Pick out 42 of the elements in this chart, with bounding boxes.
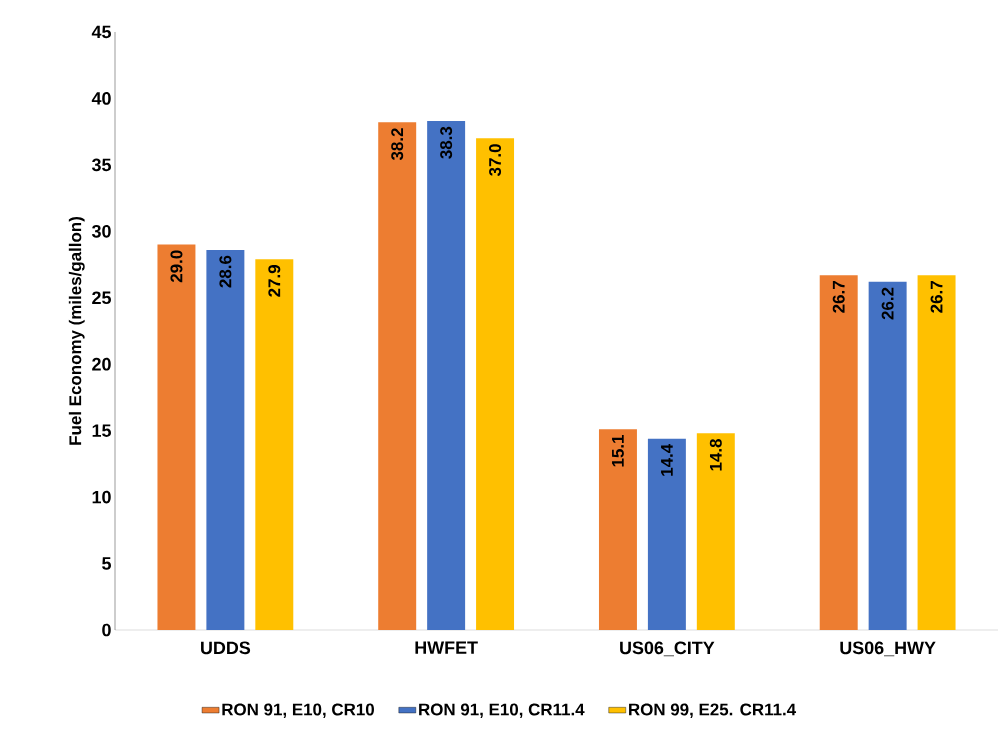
bar	[206, 249, 245, 630]
bar	[647, 438, 686, 630]
data-label: 26.2	[881, 287, 894, 320]
y-tick-label: 5	[102, 557, 111, 570]
x-tick-label: US06_CITY	[620, 641, 715, 657]
bar	[868, 281, 907, 630]
data-label: 14.4	[661, 443, 673, 476]
bar	[476, 138, 515, 630]
data-label: 38.3	[440, 126, 453, 159]
legend-label: RON 91, E10, CR11.4	[419, 703, 585, 718]
data-label: 38.2	[391, 128, 404, 161]
data-label: 15.1	[612, 434, 624, 467]
x-tick-label: UDDS	[201, 641, 251, 655]
x-tick-label: HWFET	[415, 641, 478, 654]
data-label: 29.0	[170, 250, 183, 283]
x-tick-label: US06_HWY	[840, 641, 936, 657]
y-tick-label: 45	[91, 25, 111, 39]
bar	[819, 275, 858, 630]
bar	[696, 433, 735, 630]
data-label: 26.7	[832, 281, 845, 313]
y-tick-label: 15	[92, 424, 111, 437]
y-tick-label: 35	[91, 158, 111, 172]
y-axis-title: Fuel Economy (miles/gallon)	[68, 217, 85, 445]
y-tick-label: 20	[92, 357, 111, 371]
y-tick-label: 10	[92, 490, 111, 504]
legend-label: RON 99, E25. CR11.4	[629, 703, 797, 718]
data-label: 26.7	[930, 281, 943, 313]
bar	[157, 244, 196, 630]
y-tick-label: 30	[91, 224, 111, 238]
data-label: 37.0	[489, 144, 502, 177]
bar	[917, 275, 956, 630]
data-label: 28.6	[219, 255, 232, 288]
y-tick-label: 0	[102, 623, 111, 637]
bar	[598, 429, 637, 630]
data-label: 14.8	[709, 439, 722, 471]
data-label: 27.9	[268, 265, 281, 297]
y-tick-label: 25	[92, 291, 111, 305]
legend-label: RON 91, E10, CR10	[222, 703, 374, 718]
bar	[255, 259, 294, 630]
y-tick-label: 40	[91, 92, 111, 105]
bar	[427, 121, 466, 630]
bar	[378, 122, 417, 630]
